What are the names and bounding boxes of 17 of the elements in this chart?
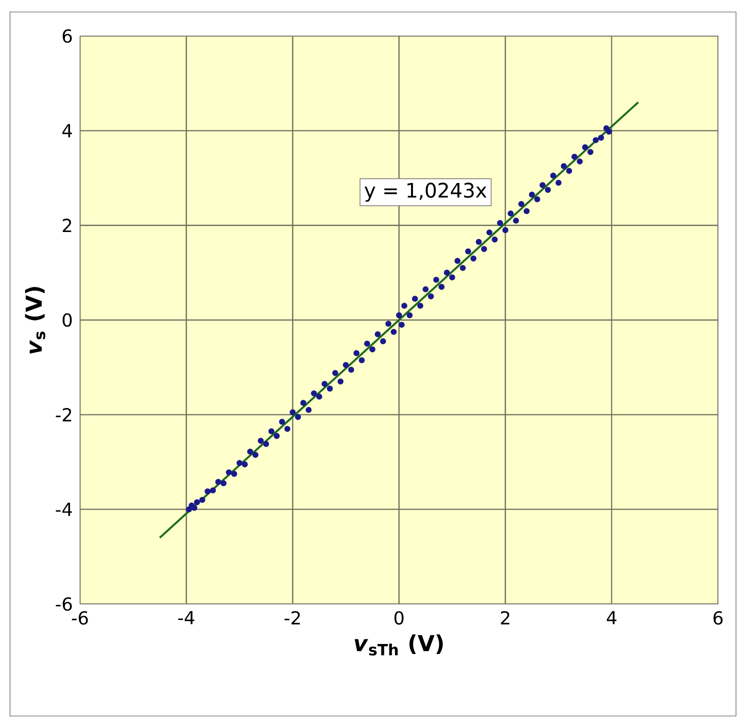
y-tick-label: -2 [56, 408, 72, 422]
x-tick-label: 6 [714, 611, 723, 625]
y-tick-label: 4 [62, 124, 72, 138]
x-axis-title: v$_{sTh}$ (V) [354, 634, 443, 656]
x-tick-label: 4 [606, 611, 616, 624]
y-tick-label: -6 [56, 597, 72, 611]
y-tick-label: 6 [62, 29, 72, 43]
x-tick-label: 2 [500, 611, 510, 624]
x-tick-label: -6 [72, 611, 88, 625]
y-tick-label: 2 [62, 218, 72, 232]
y-axis-title: v$_{s}$ (V) [25, 286, 46, 354]
x-tick-label: -4 [178, 611, 194, 624]
x-tick-label: -2 [284, 611, 300, 624]
y-tick-label: -4 [56, 502, 72, 516]
x-tick-label: 0 [394, 611, 404, 625]
y-tick-label: 0 [62, 313, 72, 327]
annotation: y = 1,0243x [364, 182, 486, 202]
